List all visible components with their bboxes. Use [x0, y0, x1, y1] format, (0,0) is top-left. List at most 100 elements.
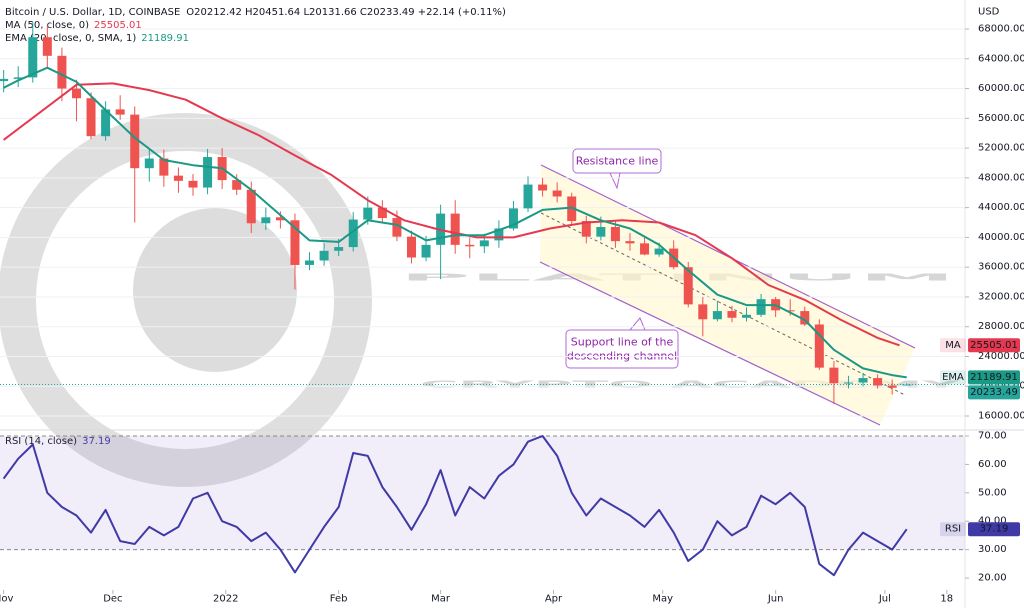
legend-ma: MA (50, close, 0) 25505.01 — [5, 20, 142, 31]
candle-body — [858, 378, 868, 383]
annotation-text: Support line of the — [571, 336, 674, 349]
y-tick-label: 52000.00 — [978, 143, 1024, 154]
candle-body — [71, 88, 81, 99]
candle-body — [13, 77, 23, 79]
ohlc: O20212.42 H20451.64 L20131.66 C20233.49 … — [186, 7, 506, 18]
price-badge-label: 20233.49 — [970, 387, 1018, 398]
indicator-name: EMA (20, close, 0, SMA, 1) — [5, 33, 136, 44]
y-tick-label: 64000.00 — [978, 53, 1024, 64]
y-tick-label: 30.00 — [978, 544, 1007, 555]
y-tick-label: 20.00 — [978, 573, 1007, 584]
annotation-pointer — [609, 172, 621, 190]
candle-body — [742, 314, 752, 318]
candle-body — [567, 196, 577, 222]
annotation-pointer — [628, 317, 646, 331]
candle-body — [581, 221, 591, 237]
watermark-ring — [0, 113, 372, 487]
x-tick-label: Mar — [431, 594, 451, 605]
candle-body — [115, 109, 125, 115]
y-tick-label: 56000.00 — [978, 113, 1024, 124]
candle-body — [261, 217, 271, 224]
x-tick-label: Dec — [103, 594, 122, 605]
candle-body — [887, 385, 897, 388]
y-tick-label: 16000.00 — [978, 411, 1024, 422]
candle-body — [377, 207, 387, 219]
candle-body — [494, 228, 504, 241]
candle-body — [829, 367, 839, 384]
annotation-text: Resistance line — [576, 155, 659, 168]
axis-unit: USD — [978, 7, 1000, 18]
candle-body — [873, 378, 883, 386]
rsi-line — [2, 435, 908, 577]
price-badge-label: 25505.01 — [970, 340, 1018, 351]
y-tick-label: 24000.00 — [978, 351, 1024, 362]
y-tick-label: 28000.00 — [978, 321, 1024, 332]
candle-body — [42, 37, 52, 56]
candle-body — [0, 78, 9, 82]
candle-body — [465, 244, 475, 247]
candle-body — [290, 220, 300, 265]
y-tick-label: 50.00 — [978, 487, 1007, 498]
y-tick-label: 44000.00 — [978, 202, 1024, 213]
candle-body — [596, 226, 606, 237]
watermark-text: CRYPTO ACADEMY — [420, 380, 964, 391]
candle-body — [406, 236, 416, 258]
x-tick-label: Nov — [0, 594, 13, 605]
badge-tag-label: RSI — [945, 524, 961, 535]
candle-body — [275, 217, 285, 221]
x-tick-label: Apr — [545, 594, 563, 605]
candle-body — [232, 180, 242, 190]
candle-body — [785, 310, 795, 312]
candle-body — [144, 158, 154, 169]
indicator-name: RSI (14, close) — [5, 436, 77, 447]
candle-body — [654, 248, 664, 255]
badge-tag-label: MA — [945, 340, 961, 351]
candle-body — [814, 324, 824, 368]
indicator-value: 25505.01 — [94, 20, 142, 31]
indicator-line — [3, 66, 907, 379]
x-tick-label: 2022 — [213, 594, 238, 605]
x-tick-label: 18 — [940, 594, 953, 605]
candle-body — [800, 311, 810, 325]
y-tick-label: 68000.00 — [978, 24, 1024, 35]
symbol: Bitcoin / U.S. Dollar, 1D, COINBASE — [5, 7, 180, 18]
price-badge — [968, 522, 1020, 537]
candle-body — [130, 114, 140, 169]
candle-body — [552, 190, 562, 197]
candle-body — [450, 213, 460, 245]
badge-tag — [940, 522, 966, 537]
candle-body — [902, 384, 912, 386]
candle-body — [173, 175, 183, 181]
badge-tag-label: EMA — [942, 372, 964, 383]
candle-body — [727, 311, 737, 318]
indicator-line — [2, 82, 900, 347]
watermark-coin — [133, 208, 297, 372]
y-tick-label: 32000.00 — [978, 291, 1024, 302]
candle-body — [392, 218, 402, 237]
badge-tag — [940, 370, 966, 385]
candle-body — [348, 219, 358, 248]
legend-title: Bitcoin / U.S. Dollar, 1D, COINBASE O2021… — [5, 7, 506, 18]
annotation-support: Support line of the descending channel — [565, 317, 679, 369]
candle-body — [610, 226, 620, 242]
candle-body — [319, 250, 329, 261]
indicator-name: MA (50, close, 0) — [5, 20, 89, 31]
price-badge — [968, 370, 1020, 385]
indicator-value: 37.19 — [82, 436, 111, 447]
channel-midline — [540, 212, 906, 396]
candle-body — [756, 299, 766, 315]
candle-body — [159, 158, 169, 176]
price-badge — [968, 338, 1020, 353]
price-badge-label: 21189.91 — [970, 372, 1018, 383]
price-badge — [968, 385, 1020, 400]
annotation-box — [565, 329, 679, 369]
x-tick-label: Jul — [878, 594, 891, 605]
support-line — [539, 261, 881, 426]
candle-body — [203, 157, 213, 188]
candle-body — [101, 109, 111, 137]
candle-body — [28, 37, 38, 78]
y-tick-label: 40.00 — [978, 516, 1007, 527]
candle-body — [640, 243, 650, 255]
